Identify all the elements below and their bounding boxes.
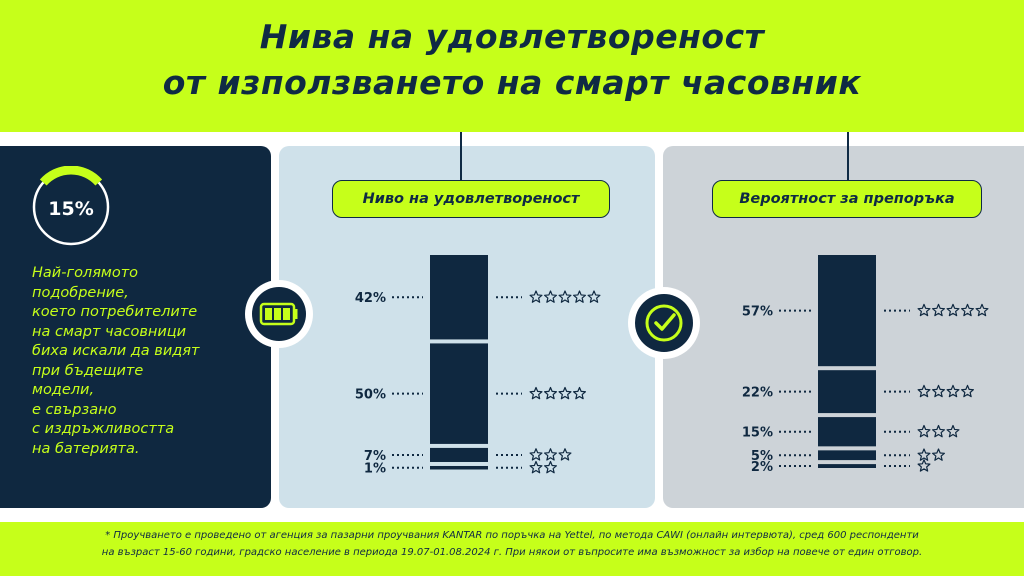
insight-text-line: биха искали да видят: [32, 343, 200, 359]
data-label: 42%: [355, 291, 386, 306]
connector-line: [847, 132, 849, 180]
star-outline-icon: [558, 448, 572, 461]
star-outline-icon: [573, 290, 586, 303]
gauge-icon: [32, 166, 110, 246]
footnote-line-2: на възраст 15-60 години, градско населен…: [101, 547, 923, 558]
star-outline-icon: [932, 448, 945, 461]
star-outline-icon: [946, 303, 960, 317]
insight-text: Най-голямото подобрение, което потребители…: [32, 264, 264, 459]
data-label: 7%: [364, 449, 386, 464]
check-circle-icon: [628, 287, 700, 359]
star-outline-icon: [932, 424, 945, 438]
title-line-2: от използването на смарт часовник: [162, 63, 862, 102]
recommendation-title-pill: Вероятност за препоръка: [712, 180, 982, 218]
star-outline-icon: [917, 384, 931, 398]
bar-segment: [430, 343, 488, 444]
insight-text-line: модели,: [32, 382, 95, 398]
star-outline-icon: [558, 290, 572, 303]
satisfaction-title-pill: Ниво на удовлетвореност: [332, 180, 610, 218]
star-outline-icon: [917, 424, 931, 438]
star-outline-icon: [529, 448, 543, 461]
insight-text-line: Най-голямото: [32, 265, 139, 281]
star-outline-icon: [932, 384, 945, 398]
bar-segment: [818, 255, 876, 367]
star-outline-icon: [932, 303, 945, 317]
footnote: * Проучването е проведено от агенция за …: [0, 527, 1024, 561]
star-outline-icon: [961, 384, 974, 398]
star-outline-icon: [573, 386, 586, 400]
insight-text-line: подобрение,: [32, 284, 129, 301]
star-outline-icon: [975, 303, 989, 317]
gauge-value: 15%: [48, 198, 94, 220]
star-outline-icon: [946, 424, 960, 438]
insight-panel: [0, 146, 271, 508]
star-outline-icon: [917, 303, 931, 317]
star-outline-icon: [529, 290, 543, 303]
bar-segment: [818, 417, 876, 447]
star-outline-icon: [544, 290, 557, 303]
star-outline-icon: [558, 386, 572, 400]
data-label: 1%: [364, 462, 386, 477]
star-outline-icon: [544, 448, 557, 461]
star-outline-icon: [946, 384, 960, 398]
data-label: 15%: [742, 426, 773, 441]
insight-text-line: което потребителите: [32, 304, 198, 320]
insight-text-line: на батерията.: [32, 440, 140, 457]
insight-text-line: при бъдещите: [32, 362, 144, 379]
data-label: 57%: [742, 305, 773, 320]
footnote-line-1: * Проучването е проведено от агенция за …: [105, 530, 919, 541]
data-label: 2%: [751, 460, 773, 475]
bar-segment: [430, 255, 488, 340]
star-outline-icon: [587, 290, 601, 303]
star-outline-icon: [529, 460, 543, 474]
bar-segment: [818, 450, 876, 461]
star-outline-icon: [917, 448, 931, 461]
bar-segment: [430, 447, 488, 462]
star-outline-icon: [917, 459, 931, 472]
star-outline-icon: [961, 303, 974, 317]
star-outline-icon: [544, 386, 557, 400]
bar-segment: [818, 370, 876, 414]
insight-text-line: на смарт часовници: [32, 323, 187, 340]
connector-line: [460, 132, 462, 180]
battery-full-icon: [245, 280, 313, 348]
data-label: 50%: [355, 388, 386, 403]
page-title: Нива на удовлетвореност от използването …: [0, 14, 1024, 106]
insight-text-line: е свързано: [32, 401, 117, 418]
bar-segment: [430, 465, 488, 470]
data-label: 5%: [751, 449, 773, 464]
bar-segment: [818, 464, 876, 468]
insight-text-line: с издръжливостта: [32, 421, 175, 437]
data-label: 22%: [742, 386, 773, 401]
star-outline-icon: [529, 386, 543, 400]
title-line-1: Нива на удовлетвореност: [259, 17, 765, 56]
star-outline-icon: [544, 460, 557, 474]
